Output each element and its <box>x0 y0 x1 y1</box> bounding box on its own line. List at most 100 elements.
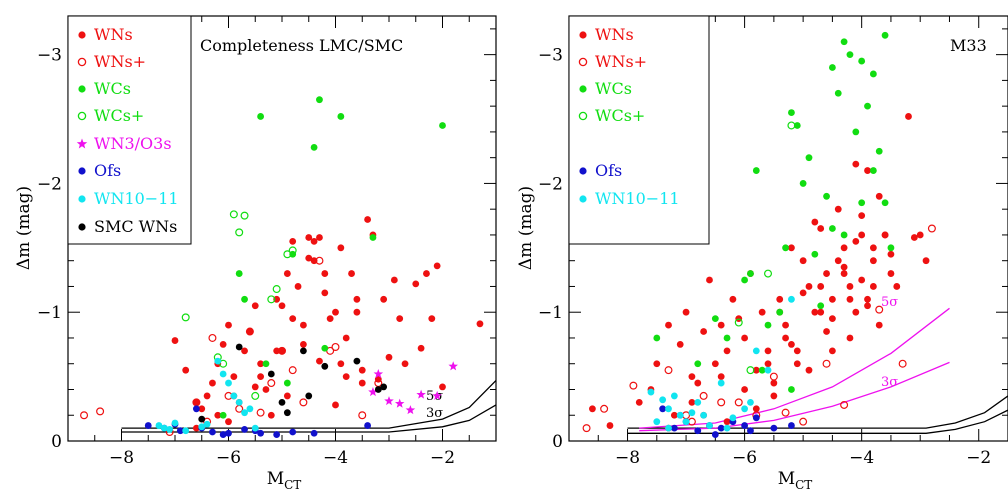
x-axis-label-subscript: CT <box>284 478 301 492</box>
data-point <box>752 347 760 355</box>
data-point <box>321 289 329 297</box>
x-tick-label: −2 <box>966 448 991 468</box>
data-point <box>694 398 702 406</box>
x-tick-label: −2 <box>430 448 455 468</box>
legend-marker <box>579 31 587 39</box>
data-point <box>752 366 760 374</box>
data-point <box>647 388 655 396</box>
data-point <box>741 405 748 413</box>
data-point <box>670 411 678 419</box>
curve-label: 3σ <box>881 375 898 390</box>
data-point <box>225 321 232 329</box>
data-point <box>241 426 248 433</box>
data-point <box>864 302 871 310</box>
legend-label: WN10−11 <box>94 189 179 208</box>
data-point <box>166 426 174 433</box>
data-point <box>208 333 217 342</box>
data-point <box>171 337 179 344</box>
data-point <box>283 409 291 417</box>
data-point <box>246 405 254 413</box>
data-point <box>230 373 238 381</box>
data-point <box>278 302 286 310</box>
threshold-curve <box>627 395 1008 429</box>
data-point <box>358 411 367 420</box>
data-point <box>241 347 248 355</box>
data-point <box>811 218 819 226</box>
data-point <box>278 398 286 406</box>
data-point <box>390 276 398 284</box>
data-point <box>699 391 708 400</box>
data-point <box>852 160 860 168</box>
data-point <box>300 321 307 329</box>
threshold-curve <box>121 404 497 433</box>
data-point <box>283 270 291 277</box>
data-point <box>251 383 259 391</box>
data-point <box>225 379 232 387</box>
data-point <box>310 143 318 151</box>
data-point <box>300 341 307 348</box>
legend-marker <box>578 57 588 67</box>
data-point <box>342 373 350 381</box>
data-point <box>373 369 384 379</box>
data-point <box>829 347 836 355</box>
legend-label: WNs <box>595 25 634 44</box>
data-point <box>299 398 308 407</box>
legend-marker <box>77 57 87 67</box>
data-point <box>337 244 345 252</box>
data-point <box>717 379 725 387</box>
data-point <box>910 234 918 241</box>
data-point <box>273 295 281 303</box>
data-point <box>852 308 860 316</box>
data-point <box>439 383 446 391</box>
threshold-curve <box>627 409 1008 434</box>
data-point <box>869 167 877 174</box>
data-point <box>746 366 755 375</box>
data-point <box>834 257 842 265</box>
data-point <box>682 308 690 316</box>
legend-label: WCs+ <box>595 106 645 125</box>
data-point <box>659 396 667 404</box>
data-point <box>267 295 276 304</box>
data-point <box>394 398 405 408</box>
data-point <box>396 315 404 323</box>
data-point <box>653 360 661 368</box>
data-point <box>723 334 731 342</box>
data-point <box>922 257 930 265</box>
data-point <box>846 51 854 59</box>
data-point <box>927 224 936 233</box>
data-point <box>881 231 889 239</box>
data-point <box>770 392 778 400</box>
data-point <box>764 321 772 329</box>
data-point <box>769 372 778 381</box>
data-point <box>272 285 281 294</box>
data-point <box>717 373 725 381</box>
data-point <box>230 392 238 400</box>
data-point <box>432 390 442 400</box>
data-point <box>700 328 708 335</box>
data-point <box>898 359 907 368</box>
data-point <box>353 357 361 365</box>
x-tick-label: −4 <box>323 448 348 468</box>
data-point <box>193 424 200 432</box>
data-point <box>337 360 345 368</box>
data-point <box>283 392 291 400</box>
data-point <box>171 419 179 427</box>
legend-marker <box>579 195 587 203</box>
data-point <box>348 270 355 277</box>
legend-marker <box>579 167 587 175</box>
data-point <box>869 70 877 78</box>
legend-label: WNs <box>94 25 133 44</box>
legend-marker <box>78 31 86 39</box>
data-point <box>840 263 848 271</box>
data-point <box>209 428 216 436</box>
data-point <box>805 283 813 290</box>
data-point <box>289 237 297 245</box>
data-point <box>717 424 725 432</box>
data-point <box>741 386 748 393</box>
data-point <box>380 295 388 303</box>
data-point <box>829 225 836 232</box>
data-point <box>353 295 361 303</box>
data-point <box>688 373 696 381</box>
data-point <box>905 113 912 120</box>
x-tick-label: −8 <box>109 448 134 468</box>
